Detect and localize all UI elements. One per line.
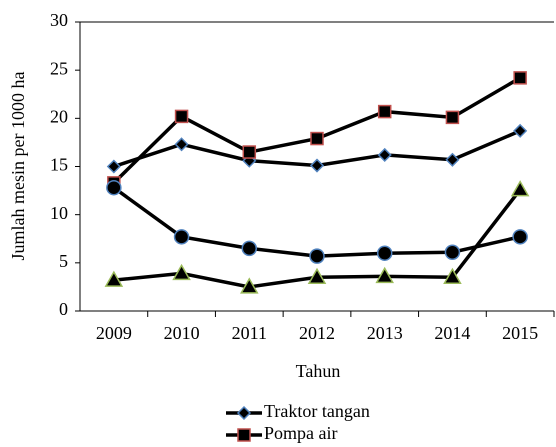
legend-marker xyxy=(236,405,252,421)
data-point xyxy=(173,229,190,245)
x-tick-label: 2009 xyxy=(96,323,132,343)
data-point xyxy=(510,180,530,197)
data-point xyxy=(104,270,124,287)
data-point xyxy=(174,137,189,152)
data-point xyxy=(445,110,460,125)
data-point xyxy=(309,248,325,264)
y-axis-label: Jumlah mesin per 1000 ha xyxy=(8,72,28,261)
legend-label: Traktor tangan xyxy=(264,401,370,421)
x-tick-label: 2012 xyxy=(299,323,335,343)
data-point xyxy=(174,109,189,124)
data-point xyxy=(241,240,258,257)
x-tick-label: 2010 xyxy=(164,323,200,343)
x-tick-label: 2014 xyxy=(434,323,470,343)
y-tick-label: 30 xyxy=(50,10,68,30)
y-tick-label: 0 xyxy=(59,299,68,319)
data-point xyxy=(106,179,122,196)
y-tick-label: 20 xyxy=(50,106,68,126)
data-point xyxy=(445,152,460,167)
x-tick-label: 2011 xyxy=(232,323,267,343)
legend-label: Pompa air xyxy=(264,423,338,443)
data-point xyxy=(376,245,393,261)
data-point xyxy=(513,123,528,138)
data-point xyxy=(106,159,121,174)
y-tick-label: 15 xyxy=(50,155,68,175)
legend-marker xyxy=(237,428,251,442)
series-line xyxy=(112,186,521,258)
y-tick-label: 10 xyxy=(50,203,68,223)
data-point xyxy=(375,266,395,284)
y-tick-label: 25 xyxy=(50,58,68,78)
data-point xyxy=(242,145,257,159)
data-point xyxy=(377,104,392,119)
y-tick-label: 5 xyxy=(59,251,68,271)
data-point xyxy=(172,263,191,281)
data-point xyxy=(444,244,461,260)
x-tick-label: 2013 xyxy=(367,323,403,343)
data-point xyxy=(307,267,327,285)
data-point xyxy=(377,147,392,163)
data-point xyxy=(309,158,325,173)
data-point xyxy=(310,131,324,146)
data-point xyxy=(513,71,527,85)
data-point xyxy=(512,229,528,245)
x-tick-label: 2015 xyxy=(502,323,538,343)
data-point xyxy=(239,277,259,294)
x-axis-label: Tahun xyxy=(296,361,341,381)
data-point xyxy=(443,267,462,285)
